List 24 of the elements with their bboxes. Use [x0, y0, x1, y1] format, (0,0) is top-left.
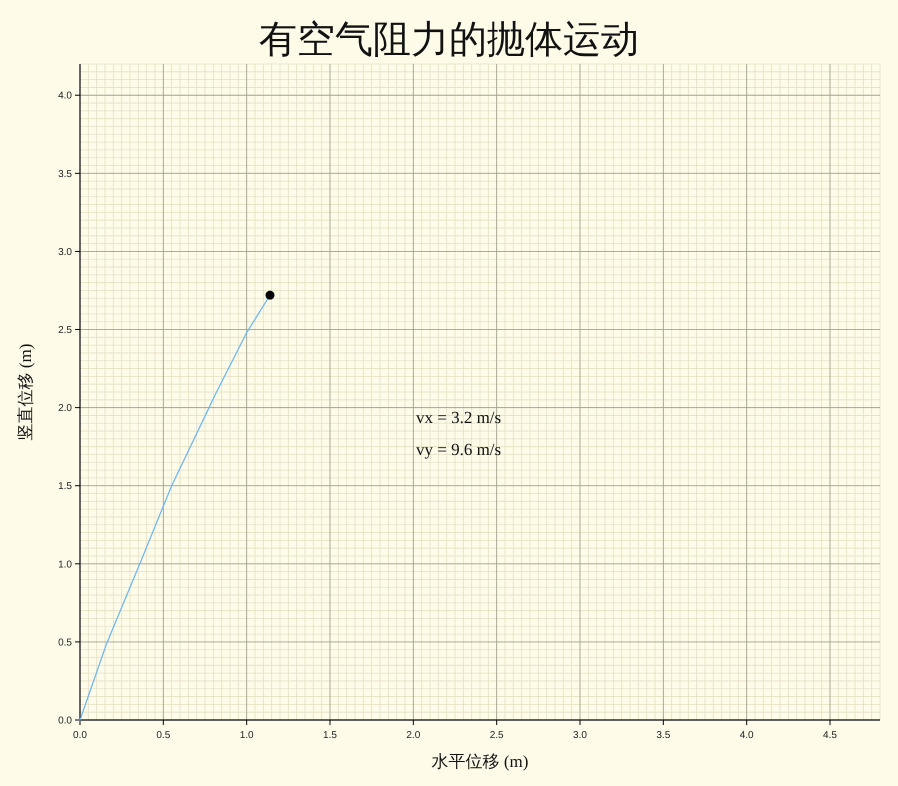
x-tick-label: 0.0 — [73, 730, 88, 741]
chart-title: 有空气阻力的抛体运动 — [259, 19, 639, 61]
y-axis-title: 竖直位移 (m) — [16, 344, 35, 440]
y-tick-label: 3.0 — [58, 246, 72, 258]
annotation: vy = 9.6 m/s — [416, 440, 502, 459]
y-tick-label: 2.0 — [58, 403, 72, 414]
x-tick-label: 1.0 — [240, 730, 254, 741]
x-tick-label: 4.5 — [823, 730, 838, 741]
x-tick-label: 0.5 — [156, 730, 171, 741]
x-tick-label: 2.5 — [490, 730, 504, 741]
x-tick-label: 3.5 — [656, 730, 671, 741]
x-tick-label: 1.5 — [323, 730, 338, 741]
y-tick-label: 0.0 — [58, 716, 72, 726]
y-tick-label: 2.5 — [58, 325, 72, 336]
annotation: vx = 3.2 m/s — [416, 408, 502, 427]
y-tick-label: 1.0 — [58, 559, 72, 570]
x-tick-label: 2.0 — [406, 730, 421, 741]
x-tick-label: 3.0 — [573, 730, 588, 741]
x-axis-title: 水平位移 (m) — [432, 752, 528, 771]
y-tick-label: 1.5 — [58, 481, 72, 492]
y-tick-label: 0.5 — [58, 637, 72, 648]
x-tick-label: 4.0 — [740, 730, 754, 741]
y-tick-label: 3.5 — [58, 168, 72, 180]
y-tick-label: 4.0 — [58, 90, 72, 102]
